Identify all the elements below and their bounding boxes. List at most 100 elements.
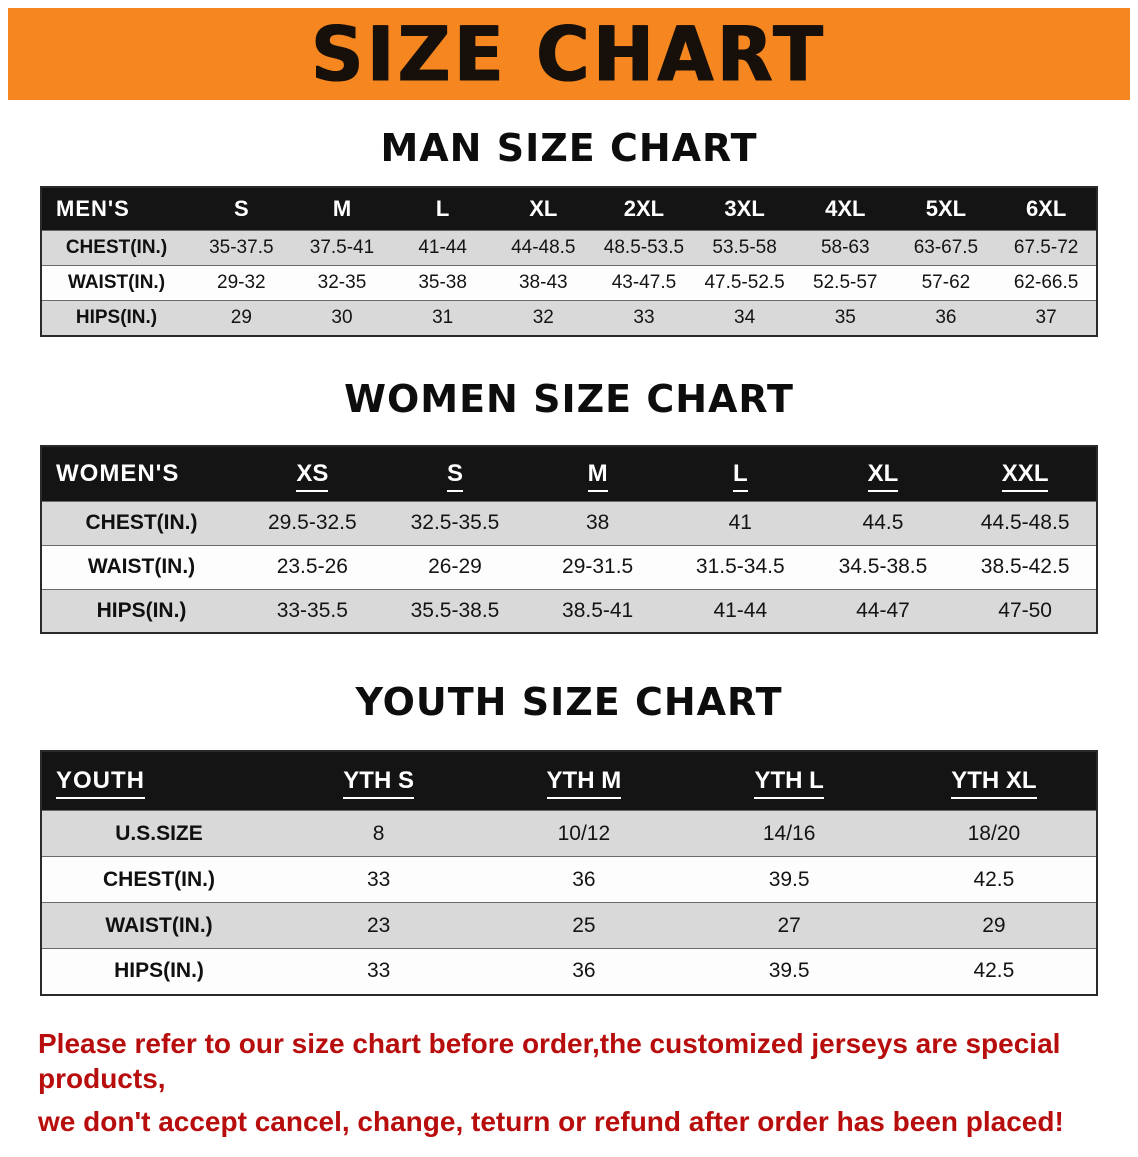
table-cell: 18/20 — [891, 810, 1097, 857]
column-header: XL — [811, 445, 955, 502]
column-header: XL — [492, 186, 594, 231]
table-cell: 36 — [481, 856, 687, 903]
table-cell: 58-63 — [794, 230, 896, 266]
column-header: 3XL — [694, 186, 795, 231]
table-cell: 29.5-32.5 — [241, 500, 384, 546]
disclaimer-line-1: Please refer to our size chart before or… — [38, 1027, 1061, 1094]
column-header: 2XL — [593, 186, 695, 231]
table-cell: 42.5 — [891, 856, 1097, 903]
banner-title: SIZE CHART — [311, 9, 827, 99]
corner-label: YOUTH — [41, 750, 276, 811]
column-header: YTH M — [481, 750, 687, 811]
table-cell: 36 — [481, 948, 687, 995]
table-cell: 34.5-38.5 — [811, 544, 955, 590]
disclaimer: Please refer to our size chart before or… — [8, 1026, 1130, 1139]
table-cell: 37.5-41 — [291, 230, 393, 266]
table-cell: 44-48.5 — [492, 230, 594, 266]
table-row: WAIST(IN.) 29-32 32-35 35-38 38-43 43-47.5 47.… — [41, 265, 1097, 301]
table-cell: 33 — [276, 856, 482, 903]
table-header-row: MEN'S S M L XL 2XL 3XL 4XL 5XL 6XL — [41, 186, 1097, 231]
table-cell: 63-67.5 — [895, 230, 997, 266]
row-label: HIPS(IN.) — [41, 948, 276, 995]
column-header: 6XL — [996, 186, 1097, 231]
table-cell: 67.5-72 — [996, 230, 1097, 266]
table-cell: 35-38 — [392, 265, 493, 301]
table-row: U.S.SIZE 8 10/12 14/16 18/20 — [41, 810, 1097, 857]
row-label: U.S.SIZE — [41, 810, 276, 857]
column-header: YTH XL — [891, 750, 1097, 811]
column-header: S — [383, 445, 527, 502]
table-cell: 37 — [996, 300, 1097, 336]
table-cell: 32.5-35.5 — [383, 500, 527, 546]
table-cell: 53.5-58 — [694, 230, 795, 266]
column-header: M — [291, 186, 393, 231]
table-row: HIPS(IN.) 33 36 39.5 42.5 — [41, 948, 1097, 995]
table-cell: 44.5 — [811, 500, 955, 546]
table-cell: 29 — [191, 300, 292, 336]
table-cell: 27 — [686, 902, 892, 949]
table-cell: 57-62 — [895, 265, 997, 301]
section-women: WOMEN SIZE CHART WOMEN'S XS S M L XL XXL CHEST(… — [8, 376, 1130, 634]
table-cell: 62-66.5 — [996, 265, 1097, 301]
table-cell: 41 — [668, 500, 812, 546]
women-section-heading: WOMEN SIZE CHART — [344, 376, 794, 421]
corner-label: MEN'S — [41, 186, 191, 231]
table-header-row: YOUTH YTH S YTH M YTH L YTH XL — [41, 750, 1097, 811]
table-cell: 33 — [276, 948, 482, 995]
table-cell: 47-50 — [954, 588, 1097, 634]
table-cell: 36 — [895, 300, 997, 336]
table-row: CHEST(IN.) 35-37.5 37.5-41 41-44 44-48.5 48.5… — [41, 230, 1097, 266]
table-cell: 29-31.5 — [526, 544, 669, 590]
table-cell: 44.5-48.5 — [954, 500, 1097, 546]
column-header: L — [668, 445, 812, 502]
table-cell: 52.5-57 — [794, 265, 896, 301]
section-youth: YOUTH SIZE CHART YOUTH YTH S YTH M YTH L YTH… — [8, 680, 1130, 996]
table-cell: 42.5 — [891, 948, 1097, 995]
corner-label: WOMEN'S — [41, 445, 241, 502]
table-row: HIPS(IN.) 29 30 31 32 33 34 35 36 37 — [41, 300, 1097, 336]
table-cell: 48.5-53.5 — [593, 230, 695, 266]
column-header: M — [526, 445, 669, 502]
table-cell: 30 — [291, 300, 393, 336]
size-table: YOUTH YTH S YTH M YTH L YTH XL U.S.SIZE 8 10/12… — [40, 750, 1098, 996]
table-cell: 31.5-34.5 — [668, 544, 812, 590]
table-cell: 8 — [276, 810, 482, 857]
size-table: MEN'S S M L XL 2XL 3XL 4XL 5XL 6XL CHEST(IN.) 35-37… — [40, 186, 1098, 337]
table-cell: 33-35.5 — [241, 588, 384, 634]
table-cell: 23 — [276, 902, 482, 949]
row-label: CHEST(IN.) — [41, 230, 191, 266]
column-header: S — [191, 186, 292, 231]
column-header: YTH S — [276, 750, 482, 811]
column-header: L — [392, 186, 493, 231]
table-cell: 39.5 — [686, 948, 892, 995]
column-header: 5XL — [895, 186, 997, 231]
column-header: XXL — [954, 445, 1097, 502]
table-cell: 41-44 — [392, 230, 493, 266]
row-label: WAIST(IN.) — [41, 265, 191, 301]
table-row: WAIST(IN.) 23.5-26 26-29 29-31.5 31.5-34.5 34… — [41, 544, 1097, 590]
banner: SIZE CHART — [8, 8, 1130, 100]
table-row: HIPS(IN.) 33-35.5 35.5-38.5 38.5-41 41-44 44-… — [41, 588, 1097, 634]
disclaimer-line-2: we don't accept cancel, change, teturn o… — [38, 1105, 1064, 1137]
section-men: MAN SIZE CHART MEN'S S M L XL 2XL 3XL 4XL 5XL 6XL… — [8, 126, 1130, 337]
men-size-table-mount: MEN'S S M L XL 2XL 3XL 4XL 5XL 6XL CHEST(IN.) 35-37… — [8, 186, 1130, 337]
table-cell: 29-32 — [191, 265, 292, 301]
table-header-row: WOMEN'S XS S M L XL XXL — [41, 445, 1097, 502]
row-label: CHEST(IN.) — [41, 856, 276, 903]
table-cell: 31 — [392, 300, 493, 336]
table-cell: 14/16 — [686, 810, 892, 857]
column-header: 4XL — [794, 186, 896, 231]
table-cell: 32-35 — [291, 265, 393, 301]
table-row: WAIST(IN.) 23 25 27 29 — [41, 902, 1097, 949]
table-cell: 26-29 — [383, 544, 527, 590]
youth-section-heading: YOUTH SIZE CHART — [355, 680, 783, 724]
table-cell: 38.5-41 — [526, 588, 669, 634]
table-row: CHEST(IN.) 29.5-32.5 32.5-35.5 38 41 44.5 44.5… — [41, 500, 1097, 546]
table-cell: 23.5-26 — [241, 544, 384, 590]
women-size-table-mount: WOMEN'S XS S M L XL XXL CHEST(IN.) 29.5-32.5 32.5… — [8, 444, 1130, 634]
table-cell: 10/12 — [481, 810, 687, 857]
table-cell: 38.5-42.5 — [954, 544, 1097, 590]
table-cell: 41-44 — [668, 588, 812, 634]
youth-size-table-mount: YOUTH YTH S YTH M YTH L YTH XL U.S.SIZE 8 10/12… — [8, 750, 1130, 996]
